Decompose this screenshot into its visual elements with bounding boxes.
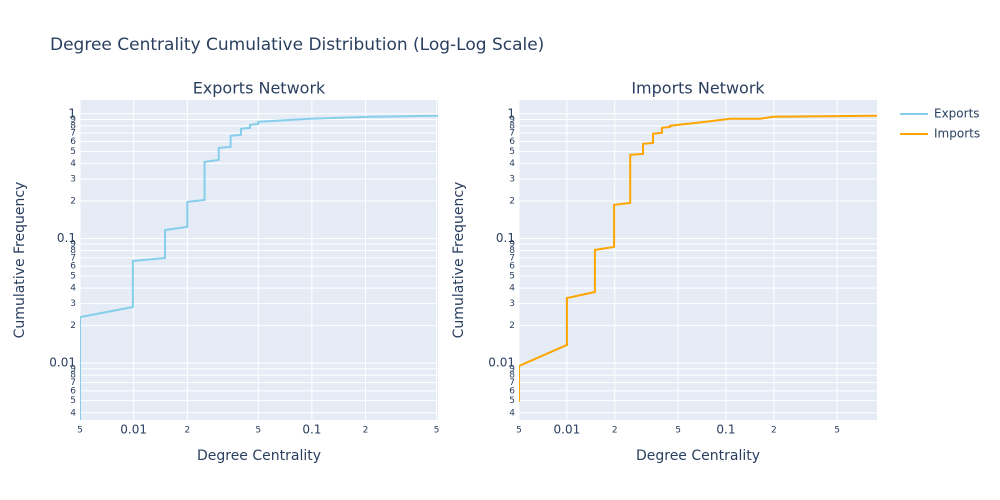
x-tick-label: 2 [184, 426, 190, 436]
y-tick-label: 5 [70, 396, 76, 406]
x-tick-label: 0.01 [120, 423, 147, 437]
y-tick-label: 7 [70, 378, 76, 388]
x-tick-label: 0.01 [554, 423, 581, 437]
plot-area [519, 100, 877, 420]
y-tick-label: 4 [509, 159, 515, 169]
y-tick-label: 5 [509, 396, 515, 406]
x-axis-title: Degree Centrality [197, 448, 321, 464]
y-tick-label: 8 [509, 246, 515, 256]
subplot-title: Imports Network [631, 79, 765, 98]
y-tick-label: 4 [70, 159, 76, 169]
x-tick-label: 5 [516, 426, 522, 436]
y-tick-label: 3 [70, 299, 76, 309]
x-tick-label: 2 [771, 426, 777, 436]
y-axis-title: Cumulative Frequency [12, 182, 28, 339]
y-tick-label: 1 [68, 106, 76, 120]
y-axis-title: Cumulative Frequency [451, 182, 467, 339]
x-tick-label: 5 [77, 426, 83, 436]
y-tick-label: 3 [509, 174, 515, 184]
x-tick-label: 0.1 [716, 423, 735, 437]
y-tick-label: 6 [509, 137, 515, 147]
y-tick-label: 9 [509, 364, 515, 374]
y-tick-label: 7 [509, 129, 515, 139]
y-tick-label: 7 [509, 253, 515, 263]
y-tick-label: 7 [509, 378, 515, 388]
legend-label: Imports [934, 127, 980, 141]
y-tick-label: 4 [70, 284, 76, 294]
y-tick-label: 5 [509, 147, 515, 157]
series-line [80, 114, 438, 420]
y-tick-label: 5 [70, 147, 76, 157]
series-line [519, 114, 877, 402]
y-tick-label: 0.1 [57, 231, 76, 245]
y-tick-label: 4 [509, 284, 515, 294]
subplot-title: Exports Network [193, 79, 326, 98]
y-tick-label: 9 [509, 240, 515, 250]
y-tick-label: 8 [70, 371, 76, 381]
y-tick-label: 8 [509, 121, 515, 131]
legend-label: Exports [934, 107, 980, 121]
y-tick-label: 9 [70, 364, 76, 374]
x-tick-label: 2 [363, 426, 369, 436]
y-tick-label: 0.01 [488, 356, 515, 370]
x-tick-label: 0.1 [302, 423, 321, 437]
x-tick-label: 2 [612, 426, 618, 436]
x-tick-label: 5 [675, 426, 681, 436]
y-tick-label: 5 [509, 272, 515, 282]
y-tick-label: 4 [70, 408, 76, 418]
y-tick-label: 2 [70, 196, 76, 206]
y-tick-label: 9 [509, 115, 515, 125]
y-tick-label: 0.1 [496, 231, 515, 245]
y-tick-label: 8 [70, 121, 76, 131]
y-tick-label: 8 [509, 371, 515, 381]
y-tick-label: 7 [70, 129, 76, 139]
x-tick-label: 5 [434, 426, 440, 436]
y-tick-label: 8 [70, 246, 76, 256]
y-tick-label: 7 [70, 253, 76, 263]
y-tick-label: 1 [507, 106, 515, 120]
y-tick-label: 2 [509, 321, 515, 331]
y-tick-label: 5 [70, 272, 76, 282]
y-tick-label: 0.01 [49, 356, 76, 370]
y-tick-label: 3 [509, 299, 515, 309]
y-tick-label: 6 [70, 386, 76, 396]
y-tick-label: 9 [70, 240, 76, 250]
y-tick-label: 4 [509, 408, 515, 418]
x-tick-label: 5 [834, 426, 840, 436]
y-tick-label: 6 [70, 137, 76, 147]
y-tick-label: 2 [509, 196, 515, 206]
y-tick-label: 6 [70, 262, 76, 272]
x-axis-title: Degree Centrality [636, 448, 760, 464]
y-tick-label: 3 [70, 174, 76, 184]
y-tick-label: 2 [70, 321, 76, 331]
y-tick-label: 9 [70, 115, 76, 125]
x-tick-label: 5 [255, 426, 261, 436]
y-tick-label: 6 [509, 262, 515, 272]
page-title: Degree Centrality Cumulative Distributio… [50, 35, 544, 55]
y-tick-label: 6 [509, 386, 515, 396]
